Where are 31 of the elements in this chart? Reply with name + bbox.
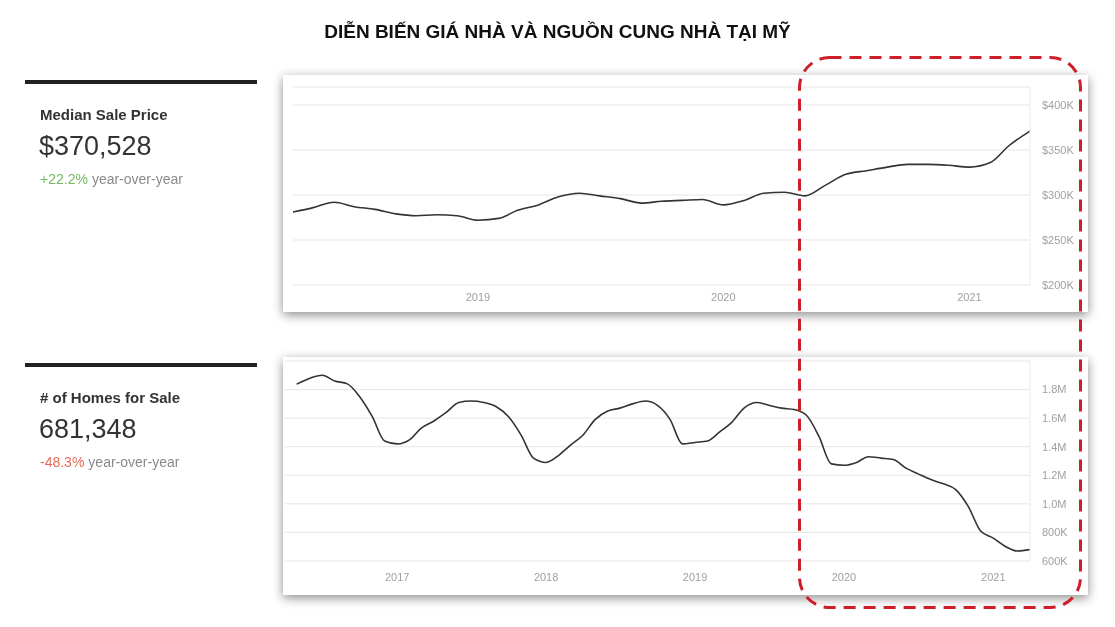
x-tick-label: 2019 [465,290,491,303]
text: # of Homes for Sale [40,389,181,407]
y-tick-label: $400K [1042,98,1075,111]
text: -48.3% [40,454,85,470]
y-tick-label: 1.6M [1042,412,1067,425]
x-tick-label: 2017 [384,570,410,583]
text: $370,528 [39,130,152,162]
y-tick-label: $350K [1042,143,1075,156]
x-tick-label: 2021 [957,290,982,303]
line-series [293,130,1030,221]
y-tick-label: $250K [1042,233,1075,246]
y-tick-label: 1.2M [1042,469,1067,482]
x-tick-label: 2019 [682,570,708,583]
text: DIỄN BIẾN GIÁ NHÀ VÀ NGUỒN CUNG NHÀ TẠI MỸ [324,21,791,42]
text: 681,348 [39,413,137,445]
y-tick-label: 800K [1042,526,1069,539]
x-tick-label: 2018 [533,570,559,583]
line-series [296,374,1030,552]
x-tick-label: 2021 [981,570,1006,583]
text: year-over-year [91,171,183,187]
text: +22.2% [40,171,88,187]
text: year-over-year [88,454,180,470]
y-tick-label: 1.8M [1042,383,1067,396]
text: Median Sale Price [40,106,168,124]
y-tick-label: 1.4M [1042,440,1067,453]
x-tick-label: 2020 [831,570,857,583]
y-tick-label: 1.0M [1042,497,1067,510]
y-tick-label: 600K [1042,554,1069,567]
x-tick-label: 2020 [711,290,736,303]
y-tick-label: $200K [1042,278,1075,291]
y-tick-label: $300K [1042,188,1075,201]
